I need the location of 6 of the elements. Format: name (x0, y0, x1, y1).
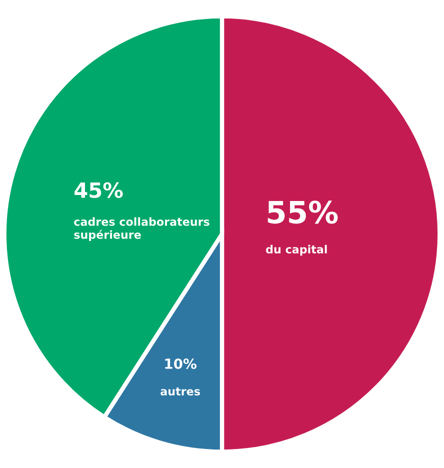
data-label: 55% (268, 200, 338, 224)
data-label: 45% (74, 182, 123, 198)
slice-label: du capital (266, 244, 327, 256)
data-label: 10% (165, 358, 196, 369)
slice-label: cadres collaborateurs supérieure (74, 217, 210, 242)
slice-label: autres (160, 388, 200, 396)
